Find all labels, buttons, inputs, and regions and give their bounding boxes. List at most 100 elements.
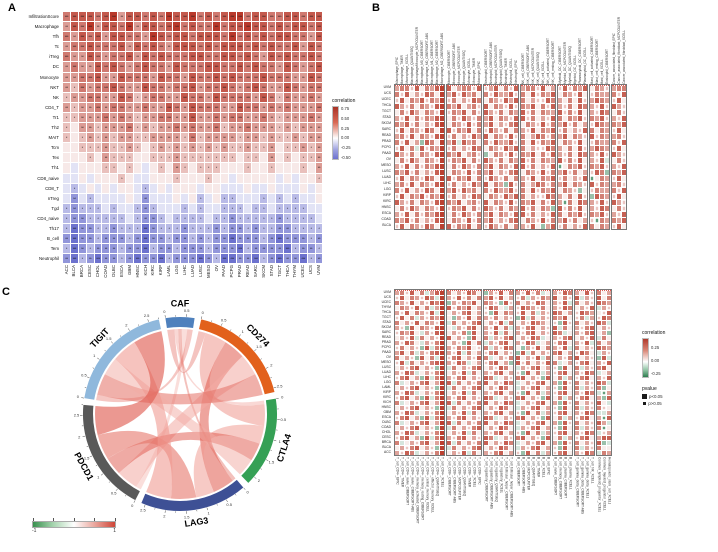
heatmap-cell: *** (205, 102, 212, 112)
heatmap-cell (447, 391, 451, 395)
heatmap-cell (541, 188, 545, 193)
heatmap-cell: * (260, 213, 268, 223)
heatmap-cell (605, 98, 609, 103)
heatmap-cell (452, 446, 456, 450)
heatmap-cell (516, 386, 520, 390)
heatmap-cell (447, 341, 451, 345)
heatmap-cell: ** (102, 244, 110, 254)
heatmap-cell: * (283, 143, 291, 153)
heatmap-cell (494, 134, 498, 139)
heatmap-cell (467, 391, 471, 395)
heatmap-cell: *** (220, 32, 228, 42)
heatmap-cell (400, 182, 404, 187)
heatmap-cell (447, 411, 451, 415)
heatmap-cell (531, 116, 535, 121)
heatmap-cell (546, 406, 550, 410)
heatmap-cell (447, 206, 451, 211)
heatmap-cell (395, 361, 399, 365)
heatmap-cell (622, 224, 626, 229)
heatmap-cell (415, 361, 419, 365)
column-label-text: T_cell_CD8+_CIBERSORT (447, 457, 452, 496)
heatmap-cell (526, 316, 530, 320)
heatmap-cell: *** (181, 32, 189, 42)
heatmap-cell: ** (189, 143, 197, 153)
heatmap-cell (440, 401, 444, 405)
heatmap-cell (521, 371, 525, 375)
heatmap-cell (546, 366, 550, 370)
row-label: UCEC (381, 300, 391, 304)
heatmap-cell (457, 451, 461, 455)
heatmap-cell (477, 371, 481, 375)
heatmap-cell (489, 194, 493, 199)
heatmap-cell (531, 86, 535, 91)
heatmap-cell (521, 386, 525, 390)
axis-tick-label: 2 (270, 363, 273, 368)
axis-tick (89, 455, 93, 458)
heatmap-cell (457, 421, 461, 425)
column-label-text: T_cell_gamma_delta_XCELL (585, 457, 590, 499)
heatmap-cell (553, 326, 557, 330)
heatmap-cell (477, 356, 481, 360)
heatmap-cell: * (220, 123, 228, 133)
heatmap-cell (546, 316, 550, 320)
heatmap-cell: *** (197, 102, 205, 112)
chord-segment-CD274 (199, 319, 275, 395)
axis-tick (216, 504, 218, 506)
heatmap-cell (597, 331, 601, 335)
heatmap-cell (400, 371, 404, 375)
heatmap-cell (440, 426, 444, 430)
heatmap-cell (494, 346, 498, 350)
heatmap-cell (575, 331, 579, 335)
heatmap-cell: *** (212, 52, 220, 62)
heatmap-cell (415, 421, 419, 425)
heatmap-cell (575, 421, 579, 425)
heatmap-cell (607, 441, 611, 445)
heatmap-cell (430, 128, 434, 133)
heatmap-cell (607, 411, 611, 415)
heatmap-cell (94, 183, 102, 193)
heatmap-cell (590, 306, 594, 310)
heatmap-cell (558, 212, 562, 217)
heatmap-cell (521, 134, 525, 139)
heatmap-block (394, 289, 445, 456)
axis-tick-label: 1.5 (184, 514, 190, 519)
heatmap-cell (462, 396, 466, 400)
method-heatmap-bottom: UVM UCS UCEC THYM THCA TGCT STAD SKCM SARC READ PR… (376, 289, 612, 549)
heatmap-cell (440, 182, 444, 187)
heatmap-cell (553, 356, 557, 360)
column-label: UCEC (300, 264, 307, 277)
heatmap-cell: * (165, 234, 173, 244)
heatmap-cell (447, 351, 451, 355)
column-label-group: T_cell_gamma_delta_CIBERSORT T_cell_gamma… (575, 457, 594, 549)
heatmap-cell (536, 146, 540, 151)
heatmap-cell (467, 128, 471, 133)
heatmap-cell (504, 152, 508, 157)
heatmap-cell (553, 441, 557, 445)
heatmap-cell (622, 158, 626, 163)
heatmap-cell (585, 306, 589, 310)
heatmap-cell (457, 296, 461, 300)
heatmap-cell: *** (110, 52, 118, 62)
heatmap-cell (499, 351, 503, 355)
heatmap-cell (467, 376, 471, 380)
row-label: SKCM (381, 121, 391, 125)
heatmap-cell: *** (197, 22, 205, 32)
heatmap-cell: * (134, 92, 141, 102)
heatmap-cell (420, 140, 424, 145)
heatmap-cell (602, 311, 606, 315)
heatmap-cell (541, 331, 545, 335)
heatmap-cell: *** (291, 62, 299, 72)
heatmap-cell (521, 441, 525, 445)
heatmap-cell (583, 164, 587, 169)
heatmap-cell (462, 356, 466, 360)
row-label: COAD (381, 425, 391, 429)
column-label-text: CHOL (95, 265, 101, 278)
heatmap-cell (410, 381, 414, 385)
heatmap-cell: ** (315, 112, 323, 123)
heatmap-cell: ** (260, 52, 268, 62)
heatmap-cell (597, 371, 601, 375)
column-label: ACC (63, 264, 70, 274)
heatmap-cell (546, 431, 550, 435)
heatmap-cell (499, 301, 503, 305)
heatmap-cell (531, 366, 535, 370)
